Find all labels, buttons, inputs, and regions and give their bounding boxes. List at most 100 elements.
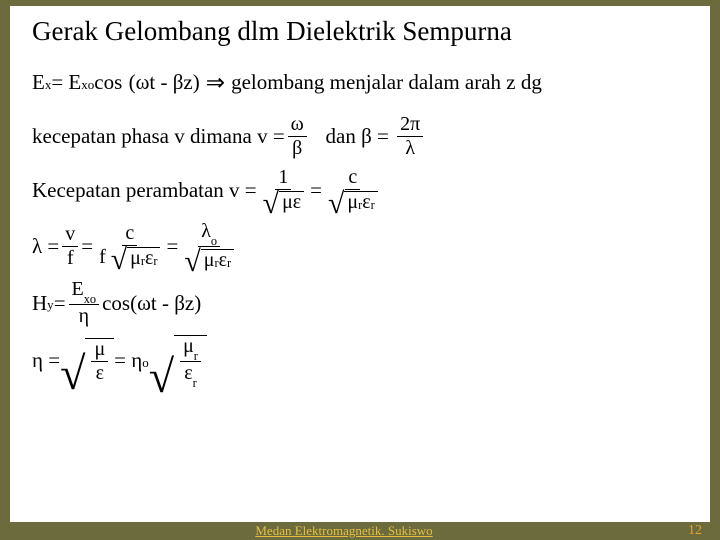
numerator: c <box>345 167 360 190</box>
fraction: Exo η <box>69 279 100 327</box>
numerator: Exo <box>69 279 100 305</box>
text: Kecepatan perambatan v = <box>32 178 257 202</box>
fraction: μ ε <box>91 339 108 384</box>
radicand: μr εr <box>174 335 207 387</box>
radical-icon: √ <box>184 252 200 273</box>
sym: ε <box>362 192 370 213</box>
slide-title: Gerak Gelombang dlm Dielektrik Sempurna <box>32 16 692 47</box>
sym: E <box>72 278 84 300</box>
sym: E <box>32 70 45 94</box>
eq-line-1: Ex = Exo cos (ωt - βz) ⇒ gelombang menja… <box>32 59 692 105</box>
fraction: ω β <box>288 114 307 159</box>
radical-icon: √ <box>60 360 85 388</box>
eq-line-2: kecepatan phasa v dimana v = ω β dan β =… <box>32 113 692 159</box>
sqrt: √ μr εr <box>149 335 207 387</box>
sym: = <box>81 234 93 258</box>
sym: f <box>99 246 106 268</box>
radicand: μrεr <box>127 247 160 269</box>
sym: = η <box>114 348 142 372</box>
radical-icon: √ <box>328 194 344 215</box>
equations-content: Ex = Exo cos (ωt - βz) ⇒ gelombang menja… <box>32 59 692 387</box>
sub: x <box>45 78 52 93</box>
sym: λ = <box>32 234 59 258</box>
fraction: 1 √ με <box>260 167 307 213</box>
sub: r <box>141 255 145 268</box>
text: gelombang menjalar dalam arah z dg <box>231 70 542 94</box>
radicand: με <box>279 191 304 213</box>
sym: μ <box>347 192 358 213</box>
eq-line-4: λ = v f = c f √ μrεr = <box>32 221 692 270</box>
radicand: μ ε <box>85 338 114 384</box>
denominator: β <box>289 137 305 159</box>
sym: = E <box>51 70 81 94</box>
sub: r <box>193 376 197 390</box>
sym: η = <box>32 348 60 372</box>
radical-icon: √ <box>149 363 174 391</box>
sub: xo <box>84 292 96 306</box>
sub: r <box>227 257 231 270</box>
sqrt: √ μrεr <box>184 249 234 271</box>
sym: μ <box>183 335 194 357</box>
sqrt: √ με <box>263 191 304 213</box>
sqrt: √ μ ε <box>60 338 114 384</box>
radical-icon: √ <box>111 250 127 271</box>
sub: r <box>153 255 157 268</box>
sub: r <box>371 199 375 212</box>
numerator: v <box>62 224 78 247</box>
sub: o <box>211 234 217 248</box>
sym: = <box>166 234 178 258</box>
denominator: √ μrεr <box>325 190 381 213</box>
eq-line-6: η = √ μ ε = ηo √ μr <box>32 335 692 387</box>
text: dan β = <box>310 124 394 148</box>
sym: λ <box>201 220 211 242</box>
sqrt: √ μrεr <box>111 247 161 269</box>
denominator: ε <box>93 362 107 384</box>
sub: r <box>194 349 198 363</box>
text: kecepatan phasa v dimana v = <box>32 124 285 148</box>
sym: = <box>310 178 322 202</box>
denominator: λ <box>402 137 418 159</box>
eq-line-5: Hy = Exo η cos(ωt - βz) <box>32 279 692 327</box>
sub: r <box>358 199 362 212</box>
fraction: c √ μrεr <box>325 167 381 213</box>
text: cos(ωt - βz) <box>102 291 201 315</box>
sym: μ <box>130 248 141 269</box>
sym: ε <box>219 250 227 271</box>
sub: xo <box>81 78 94 93</box>
paren: (ωt - βz) <box>129 70 200 94</box>
footer-text: Medan Elektromagnetik. Sukiswo <box>0 523 688 539</box>
numerator: ω <box>288 114 307 137</box>
sym: ε <box>145 248 153 269</box>
sym: μ <box>204 250 215 271</box>
page-number: 12 <box>688 523 720 539</box>
denominator: εr <box>181 362 200 387</box>
arrow-icon: ⇒ <box>206 69 225 96</box>
numerator: μr <box>180 336 201 362</box>
numerator: λo <box>198 221 220 247</box>
numerator: μ <box>91 339 108 362</box>
denominator: √ μrεr <box>181 247 237 270</box>
denominator: f √ μrεr <box>96 246 163 269</box>
radical-icon: √ <box>263 194 279 215</box>
denominator: η <box>76 305 92 327</box>
radicand: μrεr <box>201 249 234 271</box>
sub: r <box>214 257 218 270</box>
fraction: c f √ μrεr <box>96 223 163 269</box>
fraction: λo √ μrεr <box>181 221 237 270</box>
sqrt: √ μrεr <box>328 191 378 213</box>
slide-body: Gerak Gelombang dlm Dielektrik Sempurna … <box>10 6 710 522</box>
sym: ε <box>184 362 192 384</box>
sub: y <box>47 298 54 313</box>
fraction: μr εr <box>180 336 201 387</box>
eq-line-3: Kecepatan perambatan v = 1 √ με = c √ <box>32 167 692 213</box>
fraction: v f <box>62 224 78 269</box>
numerator: 2π <box>397 114 423 137</box>
sym: cos <box>94 70 122 94</box>
denominator: √ με <box>260 190 307 213</box>
sym: H <box>32 291 47 315</box>
fraction: 2π λ <box>397 114 423 159</box>
sym: = <box>54 291 66 315</box>
radicand: μrεr <box>344 191 377 213</box>
slide-footer: Medan Elektromagnetik. Sukiswo 12 <box>0 522 720 540</box>
denominator: f <box>64 247 77 269</box>
